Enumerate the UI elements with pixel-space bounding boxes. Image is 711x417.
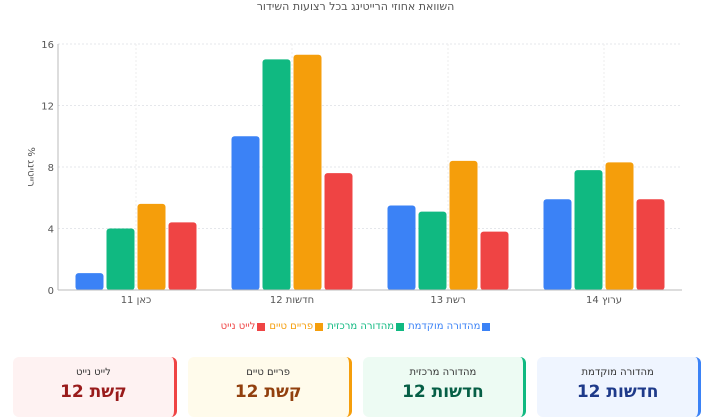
legend-swatch — [257, 322, 266, 331]
x-tick-label: חדשות 12 — [270, 295, 314, 306]
y-tick-label: 4 — [48, 225, 54, 236]
legend-item[interactable]: פריים טיים — [269, 321, 324, 332]
chart-title: השוואת אחוזי הרייטינג בכל רצועות השידור — [256, 0, 455, 13]
legend-label: פריים טיים — [269, 321, 314, 332]
legend-swatch — [396, 322, 405, 331]
bar — [480, 231, 509, 290]
bar — [137, 203, 166, 290]
bar — [605, 162, 634, 290]
legend-swatch — [482, 322, 491, 331]
card-title: פריים טיים — [246, 367, 291, 378]
card-value: קשת 12 — [60, 382, 127, 402]
card-value: קשת 12 — [234, 382, 302, 402]
bar — [449, 160, 478, 290]
x-tick-label: רשת 13 — [430, 295, 465, 306]
card-title: מהדורה מרכזית — [409, 367, 477, 378]
summary-card: מהדורה מוקדמת חדשות 12 — [537, 357, 701, 417]
summary-cards: מהדורה מוקדמת חדשות 12 מהדורה מרכזית חדשות … — [13, 357, 701, 417]
card-title: לייט נייט — [75, 367, 111, 378]
bar — [543, 199, 572, 290]
legend-label: מהדורה מרכזית — [327, 321, 395, 332]
card-value: חדשות 12 — [402, 382, 484, 402]
bar-chart: 0 4 8 12 16 כאן 11 חדשות 12 רשת 13 ערוץ 14 % רייט… — [25, 40, 682, 306]
y-tick-label: 8 — [48, 163, 54, 174]
legend-label: מהדורה מוקדמת — [408, 321, 481, 332]
bar — [324, 173, 353, 290]
bar — [262, 59, 291, 290]
card-value: חדשות 12 — [576, 382, 659, 402]
bar — [231, 136, 260, 290]
bar — [106, 228, 135, 290]
y-tick-label: 12 — [41, 102, 54, 113]
bar — [293, 54, 322, 291]
bar — [75, 273, 104, 290]
summary-card: פריים טיים קשת 12 — [187, 357, 352, 417]
summary-card: לייט נייט קשת 12 — [13, 357, 177, 417]
y-tick-label: 0 — [48, 286, 54, 297]
x-tick-label: כאן 11 — [121, 295, 152, 306]
legend-label: לייט נייט — [220, 321, 256, 332]
legend-item[interactable]: מהדורה מוקדמת — [408, 321, 491, 332]
y-axis-label: % רייטינג — [25, 147, 36, 187]
bar — [574, 170, 603, 290]
bar — [636, 199, 665, 290]
bar — [387, 205, 416, 290]
bar — [168, 222, 197, 290]
legend: מהדורה מוקדמת מהדורה מרכזית פריים טיים לייט… — [0, 321, 711, 332]
y-tick-label: 16 — [41, 40, 54, 51]
legend-item[interactable]: מהדורה מרכזית — [327, 321, 405, 332]
x-tick-label: ערוץ 14 — [586, 295, 622, 306]
bar — [418, 211, 447, 290]
summary-card: מהדורה מרכזית חדשות 12 — [362, 357, 527, 417]
card-title: מהדורה מוקדמת — [581, 367, 654, 378]
legend-swatch — [315, 322, 324, 331]
legend-item[interactable]: לייט נייט — [221, 321, 266, 332]
